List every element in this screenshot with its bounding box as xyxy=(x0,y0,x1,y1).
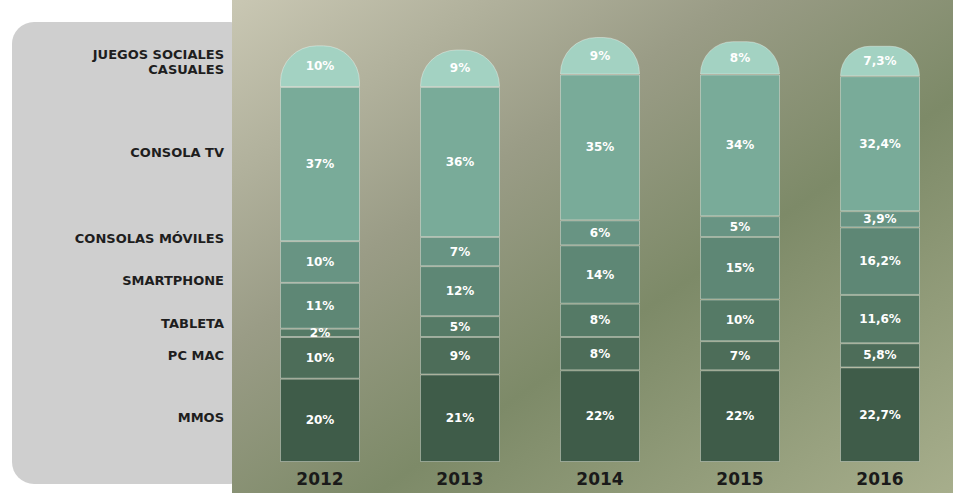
svg-text:8%: 8% xyxy=(590,347,610,361)
svg-text:5%: 5% xyxy=(730,220,750,234)
svg-text:7,3%: 7,3% xyxy=(863,54,896,68)
svg-text:CASUALES: CASUALES xyxy=(148,62,224,77)
svg-text:22,7%: 22,7% xyxy=(859,408,901,422)
svg-text:8%: 8% xyxy=(730,51,750,65)
svg-text:36%: 36% xyxy=(446,155,475,169)
svg-text:21%: 21% xyxy=(446,411,475,425)
svg-text:9%: 9% xyxy=(450,61,470,75)
svg-text:12%: 12% xyxy=(446,284,475,298)
svg-text:10%: 10% xyxy=(306,255,335,269)
svg-text:22%: 22% xyxy=(726,409,755,423)
svg-text:SMARTPHONE: SMARTPHONE xyxy=(122,273,224,288)
svg-text:7%: 7% xyxy=(730,349,750,363)
svg-text:22%: 22% xyxy=(586,409,615,423)
svg-text:20%: 20% xyxy=(306,413,335,427)
svg-text:9%: 9% xyxy=(450,349,470,363)
svg-text:35%: 35% xyxy=(586,140,615,154)
svg-text:2016: 2016 xyxy=(856,469,903,489)
svg-text:2014: 2014 xyxy=(576,469,623,489)
svg-text:10%: 10% xyxy=(726,313,755,327)
svg-text:2013: 2013 xyxy=(436,469,483,489)
svg-text:2%: 2% xyxy=(310,326,330,340)
svg-text:34%: 34% xyxy=(726,138,755,152)
svg-text:15%: 15% xyxy=(726,261,755,275)
svg-text:MMOS: MMOS xyxy=(178,410,224,425)
svg-text:2012: 2012 xyxy=(296,469,343,489)
svg-text:11%: 11% xyxy=(306,299,335,313)
svg-text:2015: 2015 xyxy=(716,469,763,489)
svg-text:9%: 9% xyxy=(590,49,610,63)
svg-text:11,6%: 11,6% xyxy=(859,312,901,326)
svg-text:3,9%: 3,9% xyxy=(863,212,896,226)
svg-text:PC MAC: PC MAC xyxy=(168,348,224,363)
svg-text:6%: 6% xyxy=(590,226,610,240)
svg-text:JUEGOS SOCIALES: JUEGOS SOCIALES xyxy=(92,47,224,62)
svg-text:7%: 7% xyxy=(450,245,470,259)
svg-text:5,8%: 5,8% xyxy=(863,348,896,362)
svg-text:10%: 10% xyxy=(306,59,335,73)
svg-text:8%: 8% xyxy=(590,313,610,327)
svg-text:CONSOLAS MÓVILES: CONSOLAS MÓVILES xyxy=(75,231,224,246)
svg-text:32,4%: 32,4% xyxy=(859,137,901,151)
svg-text:CONSOLA TV: CONSOLA TV xyxy=(130,145,224,160)
svg-text:10%: 10% xyxy=(306,351,335,365)
svg-text:TABLETA: TABLETA xyxy=(161,316,224,331)
svg-text:16,2%: 16,2% xyxy=(859,254,901,268)
svg-text:14%: 14% xyxy=(586,268,615,282)
svg-text:37%: 37% xyxy=(306,157,335,171)
svg-text:5%: 5% xyxy=(450,320,470,334)
